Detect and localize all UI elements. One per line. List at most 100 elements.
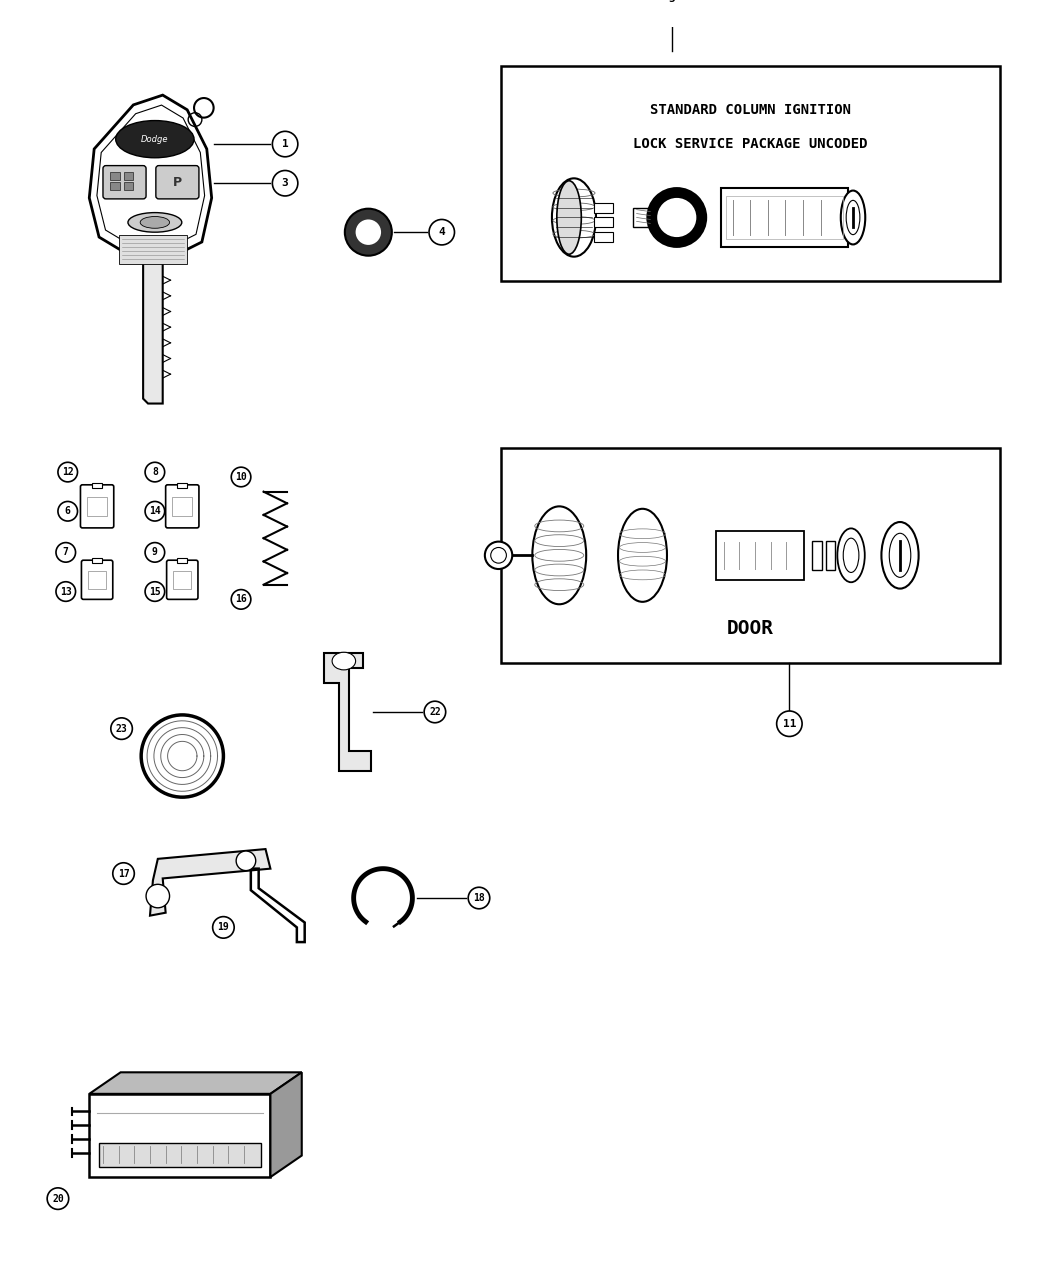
Text: Dodge: Dodge — [141, 135, 169, 144]
Text: 12: 12 — [62, 467, 74, 477]
Circle shape — [145, 501, 165, 521]
Text: STANDARD COLUMN IGNITION: STANDARD COLUMN IGNITION — [650, 103, 851, 117]
Bar — [119, 235, 187, 264]
Text: 11: 11 — [782, 719, 796, 729]
Ellipse shape — [141, 217, 169, 228]
Bar — [88, 571, 106, 589]
Text: 8: 8 — [152, 467, 158, 477]
Ellipse shape — [532, 506, 586, 604]
Circle shape — [58, 463, 78, 482]
Text: 23: 23 — [116, 724, 127, 733]
Ellipse shape — [881, 521, 919, 589]
Polygon shape — [143, 261, 163, 404]
Ellipse shape — [847, 547, 855, 564]
Bar — [812, 541, 822, 570]
Bar — [716, 530, 804, 580]
Circle shape — [429, 219, 455, 245]
Text: 9: 9 — [152, 547, 158, 557]
Circle shape — [111, 718, 132, 740]
Bar — [593, 203, 613, 213]
Text: 13: 13 — [60, 586, 71, 597]
Circle shape — [58, 501, 78, 521]
Bar — [726, 196, 843, 238]
Bar — [593, 232, 613, 242]
Polygon shape — [89, 1072, 301, 1094]
Bar — [633, 208, 654, 227]
Bar — [89, 1094, 271, 1177]
Ellipse shape — [841, 190, 865, 245]
FancyBboxPatch shape — [167, 560, 198, 599]
Circle shape — [657, 198, 696, 237]
Bar — [825, 541, 836, 570]
Ellipse shape — [552, 179, 596, 256]
Bar — [177, 483, 187, 488]
Text: DOOR: DOOR — [727, 620, 774, 639]
Circle shape — [236, 850, 256, 871]
FancyBboxPatch shape — [155, 166, 198, 199]
Bar — [92, 558, 102, 564]
Circle shape — [231, 467, 251, 487]
Circle shape — [146, 885, 169, 908]
Text: 5: 5 — [669, 0, 675, 4]
FancyBboxPatch shape — [82, 560, 112, 599]
Bar — [110, 182, 120, 190]
Bar — [87, 496, 107, 516]
Bar — [173, 571, 191, 589]
Bar — [99, 1142, 260, 1168]
Text: 6: 6 — [65, 506, 70, 516]
Text: 10: 10 — [235, 472, 247, 482]
Circle shape — [356, 219, 381, 245]
FancyBboxPatch shape — [81, 484, 113, 528]
Text: 22: 22 — [429, 706, 441, 717]
Bar — [501, 448, 1000, 663]
Ellipse shape — [116, 121, 194, 158]
Ellipse shape — [332, 653, 356, 669]
Bar — [501, 66, 1000, 282]
Bar — [110, 172, 120, 180]
Text: 18: 18 — [474, 892, 485, 903]
Polygon shape — [150, 849, 271, 915]
Text: 15: 15 — [149, 586, 161, 597]
Text: 4: 4 — [439, 227, 445, 237]
Ellipse shape — [618, 509, 667, 602]
Text: 19: 19 — [217, 922, 229, 932]
Text: 3: 3 — [281, 179, 289, 189]
Bar — [721, 189, 848, 247]
Circle shape — [424, 701, 445, 723]
Polygon shape — [271, 1072, 301, 1177]
Text: 14: 14 — [149, 506, 161, 516]
Circle shape — [272, 131, 298, 157]
Bar — [124, 172, 133, 180]
Circle shape — [777, 711, 802, 737]
Circle shape — [213, 917, 234, 938]
Ellipse shape — [843, 538, 859, 572]
Circle shape — [272, 171, 298, 196]
Circle shape — [145, 543, 165, 562]
Polygon shape — [89, 96, 212, 261]
Circle shape — [145, 463, 165, 482]
Text: 1: 1 — [281, 139, 289, 149]
Bar — [593, 218, 613, 227]
FancyBboxPatch shape — [166, 484, 198, 528]
Bar — [177, 558, 187, 564]
Bar — [124, 182, 133, 190]
Circle shape — [659, 0, 685, 11]
Text: 20: 20 — [52, 1193, 64, 1204]
Text: P: P — [173, 176, 182, 189]
Circle shape — [112, 863, 134, 885]
Circle shape — [648, 189, 707, 247]
Ellipse shape — [128, 213, 182, 232]
Text: LOCK SERVICE PACKAGE UNCODED: LOCK SERVICE PACKAGE UNCODED — [633, 136, 867, 150]
Ellipse shape — [556, 181, 582, 254]
Circle shape — [56, 581, 76, 602]
Bar — [92, 483, 102, 488]
Circle shape — [56, 543, 76, 562]
Text: 16: 16 — [235, 594, 247, 604]
Circle shape — [485, 542, 512, 569]
Circle shape — [145, 581, 165, 602]
Ellipse shape — [837, 528, 865, 583]
Circle shape — [344, 209, 392, 256]
Polygon shape — [324, 653, 372, 770]
Text: 7: 7 — [63, 547, 68, 557]
Circle shape — [468, 887, 489, 909]
